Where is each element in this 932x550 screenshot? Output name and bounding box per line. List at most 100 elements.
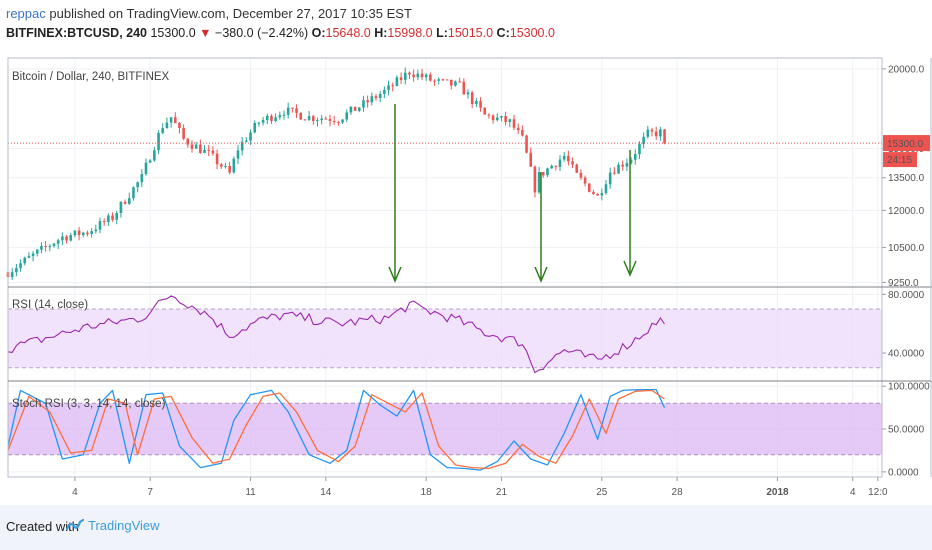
- candle-body[interactable]: [98, 221, 102, 230]
- candle-body[interactable]: [182, 127, 185, 139]
- candle-body[interactable]: [399, 77, 403, 80]
- candle-body[interactable]: [362, 100, 365, 108]
- candle-body[interactable]: [424, 74, 428, 78]
- candle-body[interactable]: [491, 115, 495, 121]
- candle-body[interactable]: [328, 119, 332, 121]
- candle-body[interactable]: [224, 165, 227, 167]
- candle-body[interactable]: [562, 155, 566, 160]
- candle-body[interactable]: [278, 115, 282, 118]
- candle-body[interactable]: [102, 221, 106, 223]
- candle-body[interactable]: [458, 81, 461, 83]
- candle-body[interactable]: [587, 183, 591, 192]
- candle-body[interactable]: [378, 94, 382, 98]
- candle-body[interactable]: [69, 235, 73, 241]
- candle-body[interactable]: [403, 72, 407, 80]
- candle-body[interactable]: [65, 236, 68, 241]
- candle-body[interactable]: [228, 165, 231, 173]
- candle-body[interactable]: [654, 131, 658, 137]
- rsi-pane[interactable]: 80.0000 40.0000 RSI (14, close): [7, 287, 925, 381]
- candle-body[interactable]: [449, 79, 453, 86]
- candle-body[interactable]: [366, 100, 369, 103]
- candle-body[interactable]: [512, 119, 516, 128]
- candle-body[interactable]: [508, 119, 512, 122]
- candle-body[interactable]: [383, 89, 386, 95]
- candle-body[interactable]: [86, 232, 89, 235]
- candle-body[interactable]: [353, 106, 357, 111]
- candle-body[interactable]: [10, 272, 14, 278]
- candle-body[interactable]: [663, 129, 666, 144]
- candle-body[interactable]: [148, 160, 152, 163]
- candle-body[interactable]: [253, 122, 257, 133]
- candle-body[interactable]: [295, 108, 298, 113]
- candle-body[interactable]: [550, 165, 553, 169]
- candle-body[interactable]: [307, 116, 311, 120]
- candle-body[interactable]: [567, 155, 570, 162]
- candle-body[interactable]: [40, 245, 43, 250]
- candle-body[interactable]: [571, 161, 574, 165]
- candle-body[interactable]: [433, 80, 436, 82]
- candle-body[interactable]: [73, 230, 77, 236]
- symbol-label[interactable]: BITFINEX:BTCUSD, 240: [6, 26, 147, 40]
- candle-body[interactable]: [454, 81, 457, 86]
- candle-body[interactable]: [462, 81, 466, 95]
- candle-body[interactable]: [408, 72, 411, 75]
- stoch-k-line[interactable]: [7, 388, 666, 471]
- candle-body[interactable]: [500, 116, 503, 118]
- candle-body[interactable]: [107, 215, 110, 223]
- candle-body[interactable]: [320, 118, 323, 121]
- candle-body[interactable]: [52, 243, 56, 246]
- candle-body[interactable]: [495, 117, 499, 121]
- candle-body[interactable]: [123, 201, 127, 204]
- stoch-pane[interactable]: 100.0000 50.0000 0.0000 Stoch RSI (3, 3, 14…: [7, 381, 930, 478]
- candle-body[interactable]: [374, 96, 378, 98]
- candle-body[interactable]: [127, 198, 131, 204]
- candle-body[interactable]: [265, 115, 269, 120]
- candle-body[interactable]: [387, 85, 390, 90]
- candle-body[interactable]: [429, 74, 432, 81]
- candle-body[interactable]: [516, 127, 520, 131]
- candle-body[interactable]: [638, 144, 641, 155]
- candle-body[interactable]: [629, 159, 633, 164]
- stoch-d-line[interactable]: [7, 389, 665, 470]
- candle-body[interactable]: [119, 201, 123, 214]
- candle-body[interactable]: [178, 123, 181, 128]
- candle-body[interactable]: [299, 112, 303, 120]
- candle-body[interactable]: [31, 253, 35, 257]
- candle-body[interactable]: [94, 229, 98, 232]
- candle-body[interactable]: [650, 129, 654, 132]
- candle-body[interactable]: [441, 79, 445, 81]
- candle-body[interactable]: [219, 164, 223, 167]
- candle-body[interactable]: [357, 107, 361, 111]
- candle-body[interactable]: [249, 132, 252, 141]
- candle-body[interactable]: [529, 152, 533, 167]
- candle-body[interactable]: [15, 268, 18, 273]
- candle-body[interactable]: [479, 100, 482, 108]
- candle-body[interactable]: [316, 120, 319, 122]
- candle-body[interactable]: [23, 257, 27, 264]
- candle-body[interactable]: [604, 184, 608, 194]
- candle-body[interactable]: [349, 106, 353, 113]
- candle-body[interactable]: [541, 172, 545, 176]
- candle-body[interactable]: [412, 74, 415, 78]
- candle-body[interactable]: [274, 117, 277, 121]
- candle-body[interactable]: [194, 144, 198, 149]
- price-pane[interactable]: 20000.015000.013500.012000.010500.09250.…: [6, 58, 930, 289]
- candle-body[interactable]: [504, 116, 507, 122]
- candle-body[interactable]: [341, 119, 344, 123]
- candle-body[interactable]: [215, 153, 219, 165]
- candle-body[interactable]: [303, 119, 307, 121]
- candle-body[interactable]: [337, 121, 340, 123]
- candle-body[interactable]: [596, 193, 599, 196]
- candle-body[interactable]: [420, 73, 424, 78]
- candle-body[interactable]: [533, 166, 537, 193]
- candle-body[interactable]: [236, 150, 240, 159]
- candle-body[interactable]: [558, 159, 562, 167]
- candle-body[interactable]: [48, 245, 52, 247]
- candle-body[interactable]: [169, 117, 173, 123]
- candle-body[interactable]: [621, 164, 625, 167]
- candle-body[interactable]: [546, 168, 549, 176]
- candle-body[interactable]: [554, 165, 558, 167]
- candle-body[interactable]: [525, 135, 528, 153]
- candle-body[interactable]: [27, 256, 31, 258]
- candle-body[interactable]: [211, 150, 215, 154]
